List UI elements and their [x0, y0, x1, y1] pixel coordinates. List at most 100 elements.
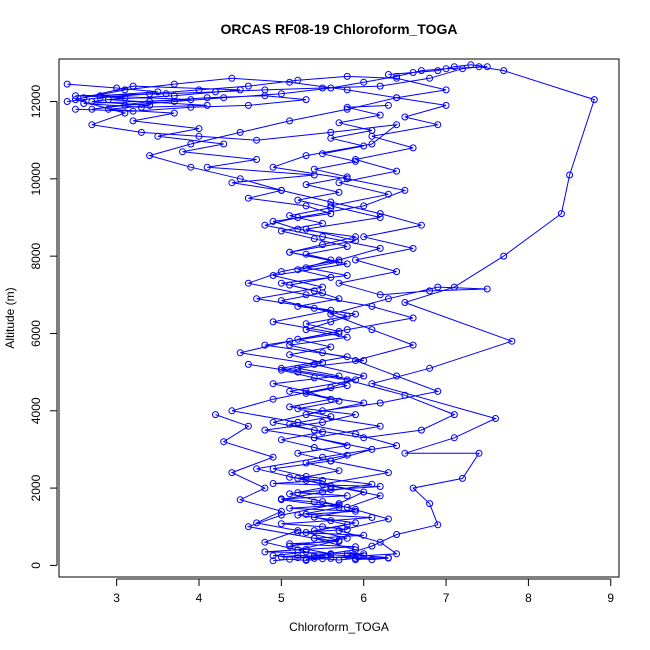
data-point: [319, 84, 326, 92]
data-point: [253, 519, 261, 527]
data-point: [129, 117, 137, 125]
data-point: [335, 467, 343, 475]
data-point: [63, 98, 71, 105]
data-point: [352, 519, 359, 527]
data-point: [343, 333, 351, 341]
data-point: [269, 272, 277, 279]
data-point: [286, 281, 294, 289]
data-point: [302, 545, 310, 553]
data-point: [277, 495, 285, 503]
data-point: [319, 241, 326, 249]
data-point: [244, 279, 252, 287]
data-point: [360, 399, 368, 407]
data-point: [269, 318, 277, 326]
data-point: [360, 531, 368, 539]
data-point: [294, 196, 302, 204]
data-point: [409, 144, 417, 152]
data-point: [434, 283, 442, 291]
data-point: [146, 98, 154, 105]
data-point: [343, 376, 351, 384]
x-axis: 3 4 5 6 7 8 9: [113, 578, 614, 605]
data-point: [343, 72, 351, 80]
data-point: [409, 314, 417, 322]
data-point: [360, 372, 368, 380]
data-point: [294, 302, 302, 310]
data-point: [212, 411, 219, 419]
data-point: [302, 389, 310, 397]
data-point: [335, 537, 343, 545]
data-point: [376, 214, 384, 221]
data-point: [376, 291, 384, 299]
data-point: [401, 449, 409, 457]
data-point: [393, 94, 401, 102]
data-point: [294, 368, 302, 376]
data-point: [261, 341, 269, 349]
data-point: [352, 554, 359, 562]
data-point: [450, 63, 458, 71]
data-point: [368, 556, 376, 564]
data-point: [302, 96, 310, 104]
data-point: [294, 551, 302, 559]
data-point: [220, 94, 228, 102]
data-point: [302, 250, 310, 258]
y-axis: 0 2000 4000 6000 8000 10000 12000: [29, 85, 58, 569]
data-point: [393, 372, 401, 380]
data-point: [409, 244, 417, 252]
y-tick-label: 6000: [29, 320, 43, 347]
data-point: [376, 492, 384, 500]
data-point: [179, 148, 186, 156]
data-point: [228, 179, 236, 187]
data-point: [302, 459, 310, 467]
data-point: [409, 341, 417, 349]
data-point: [376, 422, 384, 430]
data-point: [63, 80, 71, 88]
data-point: [220, 438, 228, 446]
data-point: [335, 501, 343, 509]
data-point: [343, 521, 351, 529]
data-point: [310, 534, 318, 542]
data-point: [327, 310, 335, 318]
data-point: [352, 157, 359, 165]
data-point: [269, 395, 277, 403]
data-point: [302, 202, 310, 210]
data-point: [401, 186, 409, 194]
data-point: [590, 96, 598, 104]
data-point: [450, 411, 458, 419]
data-point: [327, 343, 335, 351]
data-point: [368, 445, 376, 453]
data-point: [352, 310, 359, 318]
data-point: [277, 364, 285, 372]
data-point: [203, 163, 211, 171]
data-point: [228, 407, 236, 415]
data-point: [500, 67, 508, 75]
data-point: [319, 233, 326, 241]
data-point: [286, 490, 294, 498]
data-point: [253, 156, 261, 163]
data-point: [277, 227, 285, 235]
data-point: [384, 554, 392, 562]
data-point: [376, 244, 384, 252]
data-point: [335, 179, 343, 187]
data-point: [401, 391, 409, 399]
data-point: [335, 256, 343, 264]
data-point: [319, 359, 326, 366]
data-point: [170, 80, 178, 88]
data-point: [343, 243, 351, 250]
data-point: [294, 266, 302, 274]
data-point: [261, 548, 269, 556]
data-point: [335, 556, 343, 564]
data-point: [352, 543, 359, 551]
data-point: [376, 111, 384, 119]
data-point: [269, 552, 277, 560]
data-layer: [63, 61, 598, 565]
series-5: [261, 473, 392, 565]
data-point: [327, 84, 335, 92]
data-point: [376, 210, 384, 218]
data-point: [393, 442, 401, 450]
data-point: [310, 434, 318, 442]
data-point: [409, 69, 417, 76]
data-point: [384, 190, 392, 198]
data-point: [368, 514, 376, 521]
data-point: [269, 480, 277, 487]
